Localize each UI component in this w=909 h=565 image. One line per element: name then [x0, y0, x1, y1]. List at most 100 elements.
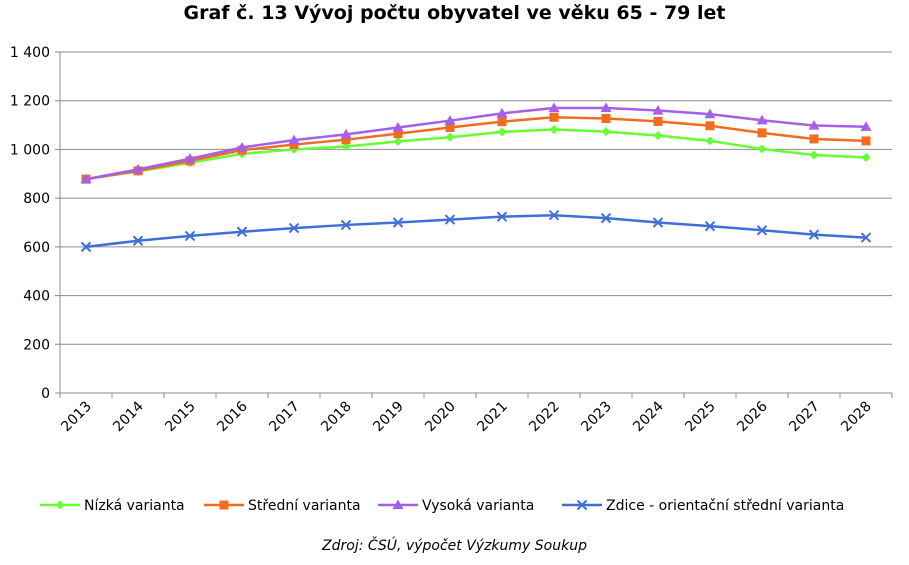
data-point [445, 132, 455, 142]
series-4 [80, 209, 872, 253]
y-tick-label: 0 [41, 386, 50, 402]
series-line [85, 213, 867, 249]
grid-lines [60, 51, 892, 345]
data-point [548, 102, 560, 113]
data-point [756, 114, 768, 125]
data-point [341, 142, 351, 152]
data-point [236, 141, 248, 152]
data-point [496, 107, 508, 118]
y-tick-label: 400 [23, 289, 50, 305]
legend-marker [55, 500, 65, 510]
data-point [601, 113, 611, 123]
data-point [340, 219, 352, 231]
x-tick-label: 2023 [578, 399, 615, 436]
x-tick-label: 2021 [474, 399, 511, 436]
data-point [80, 241, 92, 253]
data-point [132, 235, 144, 246]
data-point [341, 135, 351, 145]
legend: Nízká varianta Střední varianta Vysoká var… [40, 498, 844, 514]
series-3 [80, 102, 872, 184]
data-point [861, 136, 871, 146]
data-point [809, 150, 819, 160]
y-tick-label: 1 200 [10, 94, 50, 110]
y-tick-label: 1 400 [10, 45, 50, 61]
legend-marker [392, 499, 404, 510]
data-point [444, 115, 456, 125]
legend-marker [219, 500, 229, 510]
data-point [861, 152, 871, 162]
x-tick-label: 2020 [422, 399, 459, 436]
series-line [85, 128, 867, 181]
legend-item: Vysoká varianta [378, 498, 534, 514]
data-point [808, 229, 820, 240]
data-point [757, 144, 767, 154]
data-point [808, 120, 820, 130]
data-point [80, 173, 92, 184]
data-series [80, 102, 872, 253]
data-point [705, 121, 715, 131]
axes [55, 51, 893, 398]
data-point [236, 226, 248, 237]
data-point [497, 117, 507, 127]
y-tick-label: 800 [23, 191, 50, 207]
legend-label: Nízká varianta [84, 498, 185, 514]
data-point [549, 112, 559, 122]
data-point [809, 134, 819, 144]
x-axis-tick-labels: 2013 2014 2015 2016 2017 2018 2019 2020 2021 2022… [58, 398, 875, 435]
data-point [549, 124, 559, 134]
data-point [184, 153, 196, 163]
y-axis-tick-labels: 0 200 400 600 800 1 000 1 200 1 400 [10, 45, 50, 402]
x-tick-label: 2027 [786, 399, 823, 436]
legend-item: Zdice - orientační střední varianta [562, 498, 844, 514]
x-tick-label: 2022 [526, 399, 563, 436]
data-point [289, 140, 299, 150]
data-point [497, 127, 507, 137]
data-point [652, 104, 664, 115]
x-tick-label: 2014 [110, 398, 147, 435]
data-point [653, 131, 663, 141]
data-point [444, 214, 456, 225]
x-tick-label: 2025 [682, 399, 719, 436]
legend-item: Střední varianta [204, 498, 361, 514]
x-tick-label: 2015 [162, 399, 199, 436]
y-tick-label: 200 [23, 337, 50, 353]
data-point [652, 217, 664, 228]
y-tick-label: 1 000 [10, 142, 50, 158]
series-line [85, 116, 867, 181]
data-point [288, 222, 300, 234]
legend-label: Zdice - orientační střední varianta [606, 498, 844, 514]
data-point [496, 211, 508, 222]
data-point [548, 209, 560, 221]
data-point [653, 116, 663, 126]
series-line [85, 106, 867, 181]
data-point [756, 225, 768, 236]
data-point [757, 128, 767, 138]
data-point [393, 136, 403, 146]
data-point [392, 122, 404, 132]
legend-item: Nízká varianta [40, 498, 185, 514]
data-point [184, 230, 196, 242]
data-point [860, 121, 872, 131]
legend-label: Střední varianta [248, 498, 361, 514]
data-point [704, 220, 716, 232]
x-tick-label: 2018 [318, 399, 355, 436]
data-point [601, 127, 611, 137]
source-note: Zdroj: ČSÚ, výpočet Výzkumy Soukup [322, 538, 587, 554]
x-tick-label: 2026 [734, 398, 771, 435]
data-point [445, 123, 455, 133]
data-point [705, 136, 715, 146]
data-point [288, 134, 300, 145]
data-point [392, 217, 404, 228]
chart-title: Graf č. 13 Vývoj počtu obyvatel ve věku … [183, 2, 726, 24]
data-point [340, 128, 352, 139]
data-point [600, 102, 612, 113]
x-tick-label: 2017 [266, 399, 303, 436]
x-tick-label: 2013 [58, 399, 95, 436]
series-1 [81, 124, 871, 184]
x-tick-label: 2019 [370, 399, 407, 436]
x-tick-label: 2016 [214, 398, 251, 435]
data-point [132, 163, 144, 174]
y-tick-label: 600 [23, 240, 50, 256]
x-tick-label: 2024 [630, 398, 667, 435]
